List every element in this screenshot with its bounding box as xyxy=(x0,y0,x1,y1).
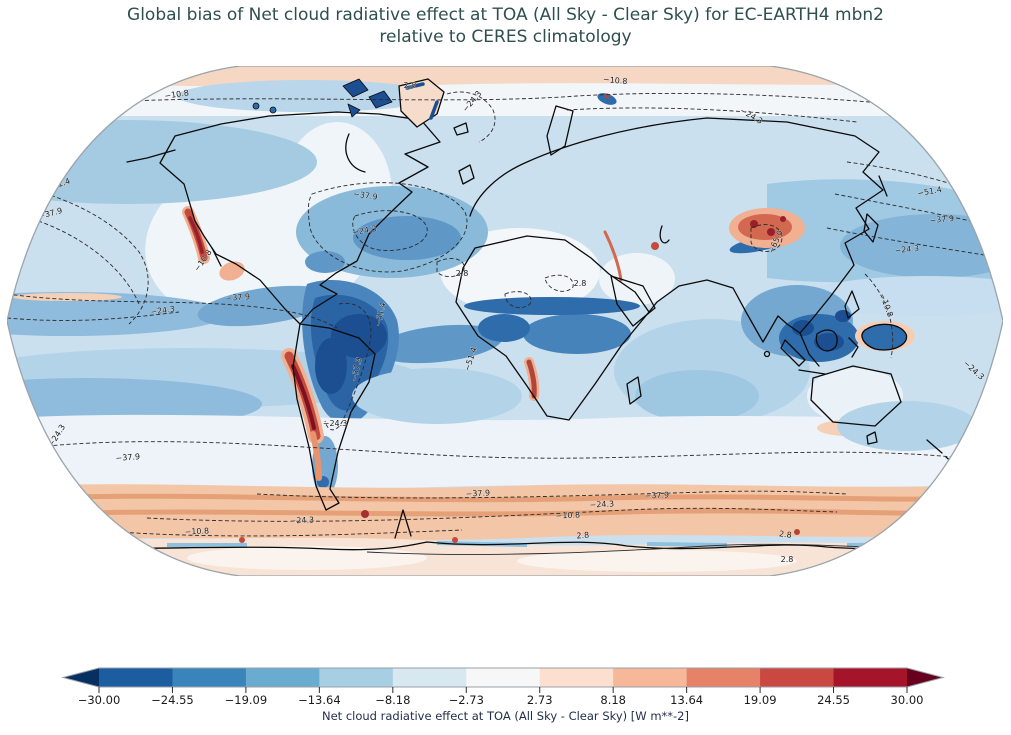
colorbar-tick-label: 30.00 xyxy=(891,693,924,707)
namibia-coast-warm-bias xyxy=(526,359,537,399)
colorbar-extend-right xyxy=(907,668,943,687)
contour-label: 2.8 xyxy=(778,529,792,540)
africa-coast xyxy=(455,235,650,421)
colorbar-tick-label: 19.09 xyxy=(744,693,777,707)
colorbar-tick-label: −8.18 xyxy=(375,693,410,707)
contour-label: −37.9 xyxy=(644,490,669,500)
colorbar-segment xyxy=(319,668,394,687)
figure-title-line2: relative to CERES climatology xyxy=(379,26,632,47)
colorbar-tick-label: 8.18 xyxy=(600,693,626,707)
colorbar-tick-label: −2.73 xyxy=(449,693,484,707)
colorbar-extend-left xyxy=(63,668,99,687)
contour-label: −37.9 xyxy=(929,214,954,225)
contour-label: −10.8 xyxy=(184,526,209,536)
colorbar-segment xyxy=(392,668,467,687)
colorbar-label: Net cloud radiative effect at TOA (All S… xyxy=(322,709,689,723)
colorbar-segment xyxy=(466,668,541,687)
contour-label: −24.3 xyxy=(352,224,378,237)
figure-title-line1: Global bias of Net cloud radiative effec… xyxy=(127,5,884,25)
contour-label: −24.3 xyxy=(323,419,348,428)
tibet-warm-bias xyxy=(738,214,792,240)
contour-label: 2.8 xyxy=(781,555,794,564)
south-america-coast xyxy=(292,323,376,511)
colorbar-tick-label: −19.09 xyxy=(225,693,268,707)
colorbar-tick-label: −13.64 xyxy=(298,693,341,707)
contour-label: 2.8 xyxy=(576,531,589,541)
contour-label: −24.3 xyxy=(289,515,314,525)
colorbar-segment xyxy=(760,668,835,687)
colorbar-segment xyxy=(245,668,320,687)
colorbar-tick-label: −30.00 xyxy=(78,693,121,707)
contour-label: 2.8 xyxy=(456,269,469,278)
antarctica-coast xyxy=(36,541,1003,551)
colorbar-segment xyxy=(833,668,908,687)
contour-label: −37.9 xyxy=(465,488,490,498)
eurasia-coast xyxy=(469,117,884,343)
new-guinea-coast xyxy=(861,323,908,351)
contour-label: 2.8 xyxy=(574,279,587,288)
colorbar-tick-label: 2.73 xyxy=(527,693,553,707)
filled-contour-field xyxy=(7,66,1003,576)
contour-label: −10.8 xyxy=(555,510,580,520)
contour-label: 2.8 xyxy=(404,81,417,90)
contour-label: −37.9 xyxy=(225,292,250,303)
contour-label: −10.8 xyxy=(164,88,190,100)
colorbar-segment xyxy=(172,668,247,687)
colorbar-tick-label: −24.55 xyxy=(151,693,194,707)
figure-title: Global bias of Net cloud radiative effec… xyxy=(0,5,1011,49)
world-map: −10.8 −10.8 2.8 −24.3 −24.3 −51.4 −37.9 −37.9 −2… xyxy=(6,65,1004,577)
colorbar-area: −30.00 −24.55 −19.09 −13.64 −8.18 −2.73 2.73 8.… xyxy=(0,660,1011,710)
contour-label: −10.8 xyxy=(603,75,628,86)
map-area: −10.8 −10.8 2.8 −24.3 −24.3 −51.4 −37.9 −37.9 −2… xyxy=(6,65,1004,577)
australia-coast xyxy=(810,365,902,427)
colorbar-tick-label: 24.55 xyxy=(817,693,850,707)
contour-label: −37.9 xyxy=(353,189,379,201)
colorbar-segment xyxy=(686,668,761,687)
colorbar-segment xyxy=(613,668,688,687)
contour-label: −24.3 xyxy=(150,304,176,316)
coastlines xyxy=(36,78,1003,551)
north-america-coast xyxy=(159,111,441,325)
congo-bias-blob xyxy=(523,314,631,354)
colorbar-segment xyxy=(99,668,173,687)
colorbar-tick-label: 13.64 xyxy=(670,693,703,707)
contour-label: −24.3 xyxy=(894,244,919,255)
colorbar-segment xyxy=(539,668,614,687)
contour-label: −24.3 xyxy=(589,499,614,509)
contour-label: −51.4 xyxy=(917,185,943,198)
contour-label: −37.9 xyxy=(115,452,140,463)
colorbar: −30.00 −24.55 −19.09 −13.64 −8.18 −2.73 2.73 8.… xyxy=(61,667,945,707)
